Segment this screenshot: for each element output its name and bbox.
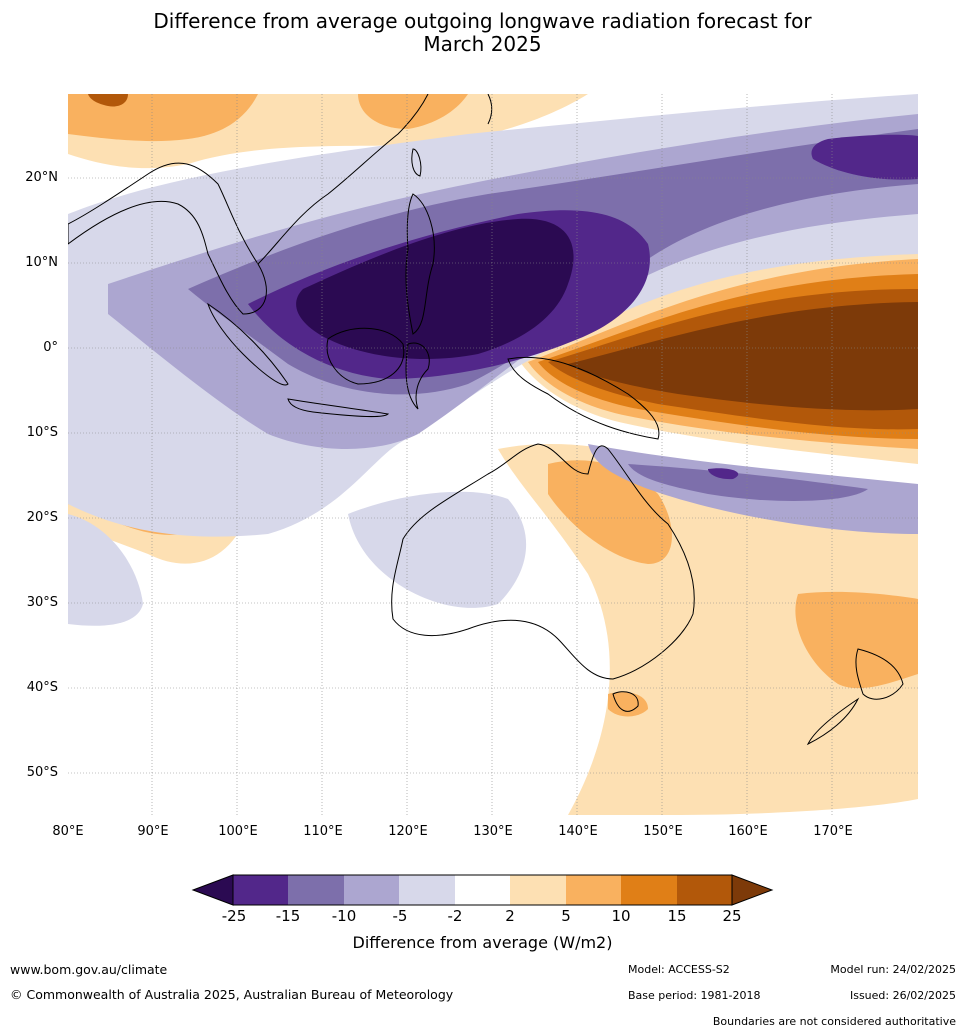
sulawesi-coastline xyxy=(405,342,430,410)
new-zealand-north xyxy=(855,648,904,700)
colorbar-bin-7 xyxy=(566,875,621,905)
model-text: Model: ACCESS-S2 xyxy=(628,963,730,976)
lat-label-20s: 20°S xyxy=(26,510,58,525)
colorbar-bin-8 xyxy=(621,875,677,905)
lon-label-110e: 110°E xyxy=(303,824,343,839)
gridlines xyxy=(68,94,918,815)
asia-mainland-coastline xyxy=(68,162,267,315)
colorbar-bin-9 xyxy=(677,875,732,905)
colorbar-bin-3 xyxy=(344,875,399,905)
lat-label-10n: 10°N xyxy=(25,255,58,270)
lat-label-10s: 10°S xyxy=(26,425,58,440)
disclaimer-text: Boundaries are not considered authoritat… xyxy=(712,1015,956,1028)
lon-label-150e: 150°E xyxy=(643,824,683,839)
java-coastline xyxy=(287,398,390,418)
colorbar-bin-5 xyxy=(455,875,510,905)
australia-coastline xyxy=(391,443,695,680)
coastlines xyxy=(68,94,904,746)
colorbar-extend-low xyxy=(191,874,234,906)
colorbar-tick-4: -5 xyxy=(392,907,408,925)
lat-label-0: 0° xyxy=(43,340,58,355)
lon-label-80e: 80°E xyxy=(52,824,84,839)
lon-label-170e: 170°E xyxy=(813,824,853,839)
lat-label-40s: 40°S xyxy=(26,680,58,695)
colorbar xyxy=(190,872,775,908)
negative-anomaly-indian-ocean-south xyxy=(68,514,143,626)
colorbar-tick-6: 2 xyxy=(505,907,515,925)
colorbar-tick-3: -10 xyxy=(331,907,357,925)
lat-label-20n: 20°N xyxy=(25,170,58,185)
colorbar-tick-2: -15 xyxy=(275,907,301,925)
philippines-coastline xyxy=(405,193,435,335)
olr-anomaly-map xyxy=(68,94,918,815)
tasmania-coastline xyxy=(612,691,639,712)
taiwan-coastline xyxy=(411,148,422,177)
title-line-1: Difference from average outgoing longwav… xyxy=(153,9,812,33)
colorbar-extend-high xyxy=(731,874,774,906)
borneo-coastline xyxy=(326,327,405,385)
colorbar-bin-1 xyxy=(233,875,288,905)
website-link[interactable]: www.bom.gov.au/climate xyxy=(10,962,168,977)
new-zealand-south xyxy=(806,697,860,746)
colorbar-tick-8: 10 xyxy=(611,907,631,925)
lon-label-130e: 130°E xyxy=(473,824,513,839)
colorbar-tick-10: 25 xyxy=(722,907,742,925)
colorbar-tick-1: -25 xyxy=(221,907,247,925)
title-line-2: March 2025 xyxy=(423,32,542,56)
new-guinea-coastline xyxy=(507,356,660,440)
sumatra-coastline xyxy=(207,302,289,386)
lon-label-120e: 120°E xyxy=(388,824,428,839)
lat-label-30s: 30°S xyxy=(26,595,58,610)
map-canvas xyxy=(68,94,918,815)
colorbar-tick-5: -2 xyxy=(447,907,463,925)
colorbar-graphic xyxy=(191,874,774,906)
colorbar-bin-2 xyxy=(288,875,344,905)
colorbar-bin-6 xyxy=(510,875,566,905)
model-run-text: Model run: 24/02/2025 xyxy=(830,963,956,976)
lon-label-90e: 90°E xyxy=(137,824,169,839)
colorbar-tick-7: 5 xyxy=(561,907,571,925)
china-coast xyxy=(257,94,429,265)
lat-label-50s: 50°S xyxy=(26,765,58,780)
copyright-text: © Commonwealth of Australia 2025, Austra… xyxy=(10,987,454,1002)
colorbar-label: Difference from average (W/m2) xyxy=(352,933,613,952)
colorbar-tick-9: 15 xyxy=(667,907,687,925)
base-period-text: Base period: 1981-2018 xyxy=(628,989,761,1002)
colorbar-bin-4 xyxy=(399,875,455,905)
lon-label-160e: 160°E xyxy=(728,824,768,839)
issued-text: Issued: 26/02/2025 xyxy=(849,989,956,1002)
lon-label-100e: 100°E xyxy=(218,824,258,839)
map-title: Difference from average outgoing longwav… xyxy=(0,10,965,56)
lon-label-140e: 140°E xyxy=(558,824,598,839)
